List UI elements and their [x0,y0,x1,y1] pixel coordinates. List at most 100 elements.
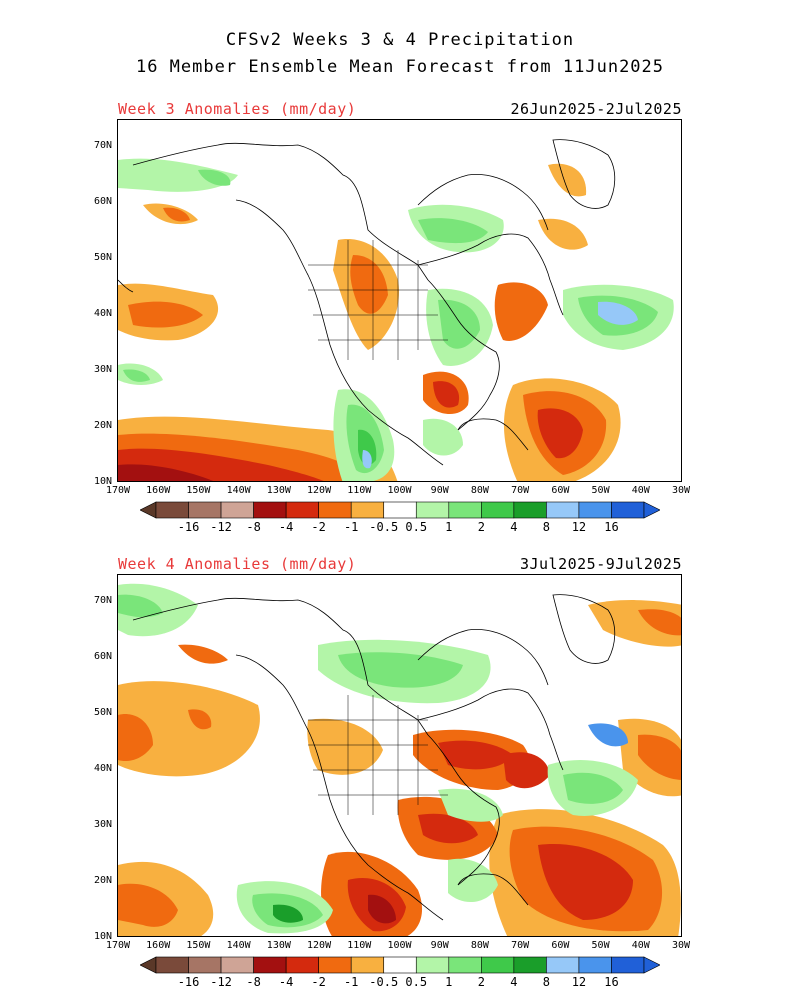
anom-pacific-dry-core [188,709,212,730]
lon-tick: 120W [307,940,332,951]
colorbar-high-arrow [643,956,661,974]
lat-tick: 30N [93,364,112,375]
colorbar-label: -16 [177,520,200,534]
lon-tick: 50W [591,940,610,951]
anom-caribbean-wet [448,858,498,903]
lat-tick: 10N [93,476,112,487]
colorbar-swatch [188,956,222,974]
colorbar-swatch [350,956,385,974]
lat-tick: 50N [93,707,112,718]
anom-southeast-wet-mid [438,299,480,349]
anom-mexico-wet-extreme [362,450,372,469]
lon-tick: 110W [347,485,372,496]
colorbar-swatch [188,501,222,519]
colorbar-swatch [253,956,287,974]
colorbar-label: 16 [604,975,619,989]
lon-tick: 40W [631,940,650,951]
anom-greenland-dry-core [638,609,681,636]
map-week3-svg [118,139,674,481]
lon-tick: 140W [226,485,251,496]
anom-arctic-wet-mid [118,594,163,618]
anom-gulf-dry-core [433,381,460,408]
lat-tick: 50N [93,252,112,263]
anom-caribbean-wet [423,418,463,456]
colorbar-swatch [253,501,287,519]
anom-pacific-dry-west-core [128,301,203,328]
coastlines [118,139,616,466]
lon-tick: 120W [307,485,332,496]
colorbar-low-arrow [139,956,157,974]
colorbar-label: 1 [445,520,453,534]
anom-greenland-dry [548,163,587,197]
colorbar-label: 4 [510,520,518,534]
colorbar-swatch [155,956,189,974]
anom-northeast-dry [503,752,550,789]
state-borders [308,240,448,360]
lat-tick: 30N [93,819,112,830]
anom-pacific-wet-small-mid [123,369,150,382]
panel-week3-label: Week 3 Anomalies (mm/day) [118,100,357,118]
lon-tick: 140W [226,940,251,951]
colorbar-label: -16 [177,975,200,989]
colorbar-label: 8 [542,520,550,534]
lat-tick: 20N [93,420,112,431]
anom-atlantic-wet-mid [563,772,623,804]
anom-canada-wet-mid [338,652,463,688]
colorbar-swatch [513,501,547,519]
colorbar-swatch [285,956,319,974]
lon-tick: 100W [387,940,412,951]
colorbar-label: -1 [343,975,359,989]
lon-tick: 90W [430,940,449,951]
colorbar-label: -0.5 [369,520,399,534]
panel-week4-label: Week 4 Anomalies (mm/day) [118,555,357,573]
lon-tick: 30W [671,485,691,496]
anom-west-plains-dry [307,718,383,775]
colorbar-swatch [285,501,319,519]
colorbar-label: -8 [246,520,261,534]
anom-gulf-coast-dry-core [418,813,478,844]
colorbar-swatch [350,501,385,519]
lon-tick: 100W [387,485,412,496]
panel-week4-dates: 3Jul2025-9Jul2025 [519,555,682,573]
colorbar-high-arrow [643,501,661,519]
colorbar-swatch [448,501,482,519]
colorbar-swatch [578,956,612,974]
colorbar-week3-svg [139,501,661,519]
colorbar-label: -4 [278,975,294,989]
colorbar-swatch [318,956,352,974]
lon-tick: 60W [551,940,570,951]
map-week3 [117,119,682,482]
lon-tick: 170W [105,940,131,951]
lon-tick: 70W [511,940,530,951]
lat-tick: 60N [93,651,112,662]
colorbar-swatch [383,501,417,519]
anom-tropical-pacific-dry-extreme [118,464,214,481]
figure-title-line1: CFSv2 Weeks 3 & 4 Precipitation [225,30,575,50]
anom-alaska-dry-core [163,207,190,222]
lon-tick: 80W [470,485,489,496]
colorbar-week3 [139,501,661,519]
lat-tick: 20N [93,875,112,886]
anom-canada-wet-mid [418,218,488,244]
anom-alaska-dry [178,644,228,664]
colorbar-label: -12 [210,975,232,989]
colorbar-label: -0.5 [369,975,399,989]
colorbar-week4 [139,956,661,974]
lon-tick: 160W [146,940,171,951]
colorbar-swatch [415,501,450,519]
anom-atlantic-wet-core [588,723,628,747]
colorbar-swatch [481,956,515,974]
anom-pacific-dry [118,681,260,777]
colorbar-swatch [513,956,547,974]
anom-labrador-dry [538,218,588,250]
colorbar-swatch [155,501,189,519]
colorbar-label: -2 [311,520,326,534]
lat-tick: 60N [93,196,112,207]
colorbar-label: -2 [311,975,326,989]
colorbar-label: 2 [477,975,485,989]
colorbar-swatch [318,501,352,519]
lat-tick: 70N [93,595,112,606]
lat-tick: 10N [93,931,112,942]
lat-tick: 40N [93,763,112,774]
colorbar-swatch [220,956,254,974]
